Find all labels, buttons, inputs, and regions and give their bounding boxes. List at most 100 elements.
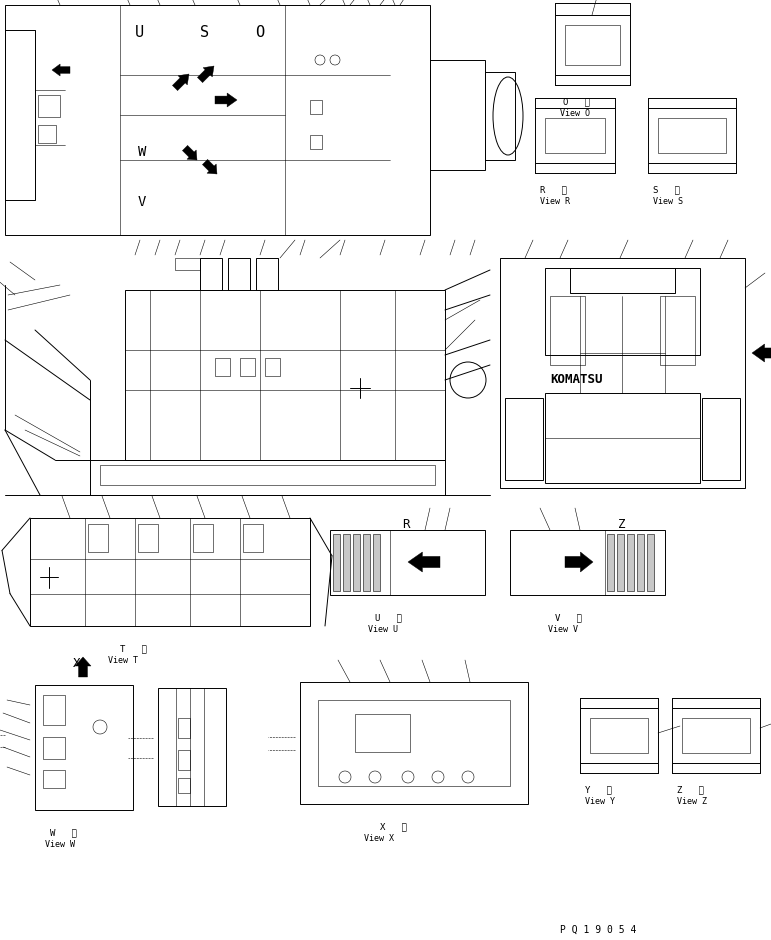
Polygon shape bbox=[752, 344, 771, 362]
Text: Z: Z bbox=[618, 518, 625, 531]
Bar bbox=[333, 534, 340, 591]
Polygon shape bbox=[183, 146, 197, 160]
Bar bbox=[30, 518, 310, 626]
Bar bbox=[200, 258, 222, 290]
Bar bbox=[545, 268, 700, 355]
Bar bbox=[38, 95, 60, 117]
Text: View T: View T bbox=[109, 656, 139, 665]
Bar bbox=[215, 358, 230, 376]
Bar bbox=[265, 358, 280, 376]
Bar bbox=[363, 534, 370, 591]
Bar bbox=[100, 465, 435, 485]
Bar bbox=[35, 685, 133, 810]
Bar bbox=[485, 72, 515, 160]
Bar bbox=[178, 718, 190, 738]
Bar bbox=[355, 714, 410, 752]
Text: Z   視: Z 視 bbox=[677, 785, 704, 794]
Text: KOMATSU: KOMATSU bbox=[550, 373, 602, 386]
Bar bbox=[38, 125, 56, 143]
Bar bbox=[353, 534, 360, 591]
Text: View X: View X bbox=[364, 834, 394, 843]
Bar bbox=[5, 5, 430, 235]
Bar bbox=[256, 258, 278, 290]
Text: W: W bbox=[138, 145, 146, 159]
Text: View U: View U bbox=[368, 625, 398, 634]
Bar bbox=[500, 258, 745, 488]
Text: W   視: W 視 bbox=[50, 828, 77, 837]
Bar bbox=[88, 524, 108, 552]
Bar bbox=[43, 695, 65, 725]
Text: View Y: View Y bbox=[585, 797, 615, 806]
Text: S   視: S 視 bbox=[653, 185, 680, 194]
Text: R   視: R 視 bbox=[540, 185, 567, 194]
Text: O: O bbox=[255, 25, 264, 40]
Bar bbox=[310, 135, 322, 149]
Text: U: U bbox=[135, 25, 144, 40]
Polygon shape bbox=[215, 93, 237, 107]
Text: View V: View V bbox=[548, 625, 578, 634]
Bar bbox=[550, 296, 585, 365]
Text: S: S bbox=[200, 25, 209, 40]
Bar bbox=[565, 25, 620, 65]
Polygon shape bbox=[75, 657, 91, 677]
Text: V: V bbox=[138, 195, 146, 209]
Text: O   視: O 視 bbox=[563, 97, 590, 106]
Bar bbox=[228, 258, 250, 290]
Bar bbox=[178, 750, 190, 770]
Polygon shape bbox=[203, 160, 217, 174]
Bar bbox=[175, 258, 200, 270]
Bar bbox=[607, 534, 614, 591]
Polygon shape bbox=[197, 66, 214, 83]
Bar bbox=[702, 398, 740, 480]
Text: X   視: X 視 bbox=[380, 822, 406, 831]
Bar bbox=[672, 708, 760, 763]
Bar bbox=[555, 15, 630, 75]
Bar bbox=[658, 118, 726, 153]
Polygon shape bbox=[173, 74, 189, 90]
Bar bbox=[430, 60, 485, 170]
Polygon shape bbox=[565, 552, 593, 572]
Bar bbox=[240, 358, 255, 376]
Text: View R: View R bbox=[540, 197, 570, 206]
Bar bbox=[535, 108, 615, 163]
Bar bbox=[343, 534, 350, 591]
Bar bbox=[505, 398, 543, 480]
Text: T   視: T 視 bbox=[120, 644, 146, 653]
Text: View Z: View Z bbox=[677, 797, 707, 806]
Bar bbox=[43, 737, 65, 759]
Bar bbox=[570, 268, 675, 293]
Bar bbox=[647, 534, 654, 591]
Text: V   視: V 視 bbox=[555, 613, 582, 622]
Bar bbox=[193, 524, 213, 552]
Bar bbox=[300, 682, 528, 804]
Bar bbox=[178, 778, 190, 793]
Polygon shape bbox=[52, 64, 70, 76]
Bar bbox=[545, 118, 605, 153]
Text: P Q 1 9 0 5 4: P Q 1 9 0 5 4 bbox=[560, 925, 636, 935]
Bar bbox=[5, 30, 35, 200]
Bar bbox=[243, 524, 263, 552]
Text: U   視: U 視 bbox=[375, 613, 402, 622]
Text: X: X bbox=[73, 657, 80, 670]
Bar bbox=[158, 688, 226, 806]
Bar bbox=[310, 100, 322, 114]
Bar bbox=[138, 524, 158, 552]
Bar bbox=[43, 770, 65, 788]
Bar bbox=[637, 534, 644, 591]
Text: View O: View O bbox=[560, 109, 590, 118]
Bar bbox=[660, 296, 695, 365]
Bar bbox=[648, 108, 736, 163]
Bar bbox=[125, 290, 445, 460]
Bar bbox=[682, 718, 750, 753]
Bar bbox=[580, 708, 658, 763]
Text: View S: View S bbox=[653, 197, 683, 206]
Bar bbox=[90, 460, 445, 495]
Bar bbox=[318, 700, 510, 786]
Text: View W: View W bbox=[45, 840, 75, 849]
Bar bbox=[545, 393, 700, 483]
Bar bbox=[617, 534, 624, 591]
Polygon shape bbox=[408, 552, 440, 572]
Bar bbox=[373, 534, 380, 591]
Bar bbox=[330, 530, 485, 595]
Bar bbox=[627, 534, 634, 591]
